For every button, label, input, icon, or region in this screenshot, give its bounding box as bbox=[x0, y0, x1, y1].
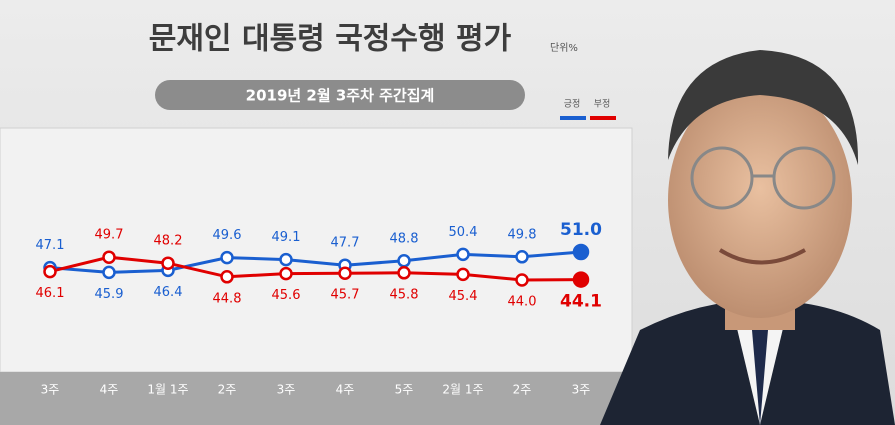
data-label: 50.4 bbox=[449, 225, 478, 240]
data-point bbox=[515, 273, 529, 287]
chart-title: 문재인 대통령 국정수행 평가 bbox=[149, 22, 512, 57]
series-line bbox=[49, 255, 582, 282]
data-label: 45.8 bbox=[390, 287, 419, 302]
data-point bbox=[102, 250, 116, 264]
category-strip bbox=[0, 372, 632, 425]
data-label: 45.7 bbox=[331, 288, 360, 303]
x-tick-label: 1월 1주 bbox=[147, 383, 188, 397]
subtitle-pill bbox=[155, 80, 525, 110]
legend-label: 부정 bbox=[594, 99, 611, 110]
data-label: 49.7 bbox=[95, 228, 124, 243]
data-label: 46.4 bbox=[154, 285, 183, 300]
data-label: 49.1 bbox=[272, 230, 301, 245]
data-point bbox=[161, 256, 175, 270]
chart-subtitle: 2019년 2월 3주차 주간집계 bbox=[246, 87, 435, 105]
portrait bbox=[600, 50, 895, 425]
data-point bbox=[102, 265, 116, 280]
data-label: 47.7 bbox=[331, 236, 360, 251]
x-tick-label: 5주 bbox=[395, 383, 414, 397]
data-point bbox=[572, 243, 590, 261]
x-tick-label: 2월 1주 bbox=[442, 383, 483, 397]
data-point bbox=[279, 252, 293, 267]
data-point bbox=[456, 267, 470, 282]
x-tick-label: 4주 bbox=[336, 383, 355, 397]
data-label: 45.4 bbox=[449, 289, 478, 304]
x-tick-label: 2주 bbox=[218, 383, 237, 397]
series-line bbox=[49, 250, 582, 274]
x-tick-label: 4주 bbox=[100, 383, 119, 397]
data-label: 49.6 bbox=[213, 228, 242, 243]
data-point bbox=[397, 266, 411, 280]
data-label: 47.1 bbox=[36, 238, 65, 253]
x-tick-label: 3주 bbox=[41, 383, 60, 397]
plot-panel bbox=[0, 127, 633, 373]
data-label: 44.8 bbox=[213, 291, 242, 306]
data-label: 45.6 bbox=[272, 288, 301, 303]
data-point bbox=[338, 266, 352, 280]
data-point bbox=[456, 247, 470, 262]
data-point bbox=[515, 250, 529, 264]
data-point bbox=[572, 271, 590, 288]
x-tick-label: 2주 bbox=[513, 383, 532, 397]
data-point bbox=[279, 266, 293, 281]
data-label: 45.9 bbox=[95, 287, 124, 302]
legend-label: 긍정 bbox=[564, 99, 581, 110]
data-point bbox=[43, 264, 57, 279]
unit-label: 단위% bbox=[550, 41, 578, 54]
data-label: 48.8 bbox=[390, 231, 419, 246]
data-label: 51.0 bbox=[560, 220, 602, 240]
data-point bbox=[220, 270, 234, 284]
data-label: 46.1 bbox=[36, 286, 65, 301]
data-point bbox=[397, 254, 411, 268]
data-label: 48.2 bbox=[154, 234, 183, 249]
x-tick-label: 3주 bbox=[572, 383, 591, 397]
data-label: 44.1 bbox=[560, 292, 602, 312]
data-label: 44.0 bbox=[508, 295, 537, 310]
data-point bbox=[220, 250, 234, 265]
x-tick-label: 3주 bbox=[277, 383, 296, 397]
data-label: 49.8 bbox=[508, 227, 537, 242]
